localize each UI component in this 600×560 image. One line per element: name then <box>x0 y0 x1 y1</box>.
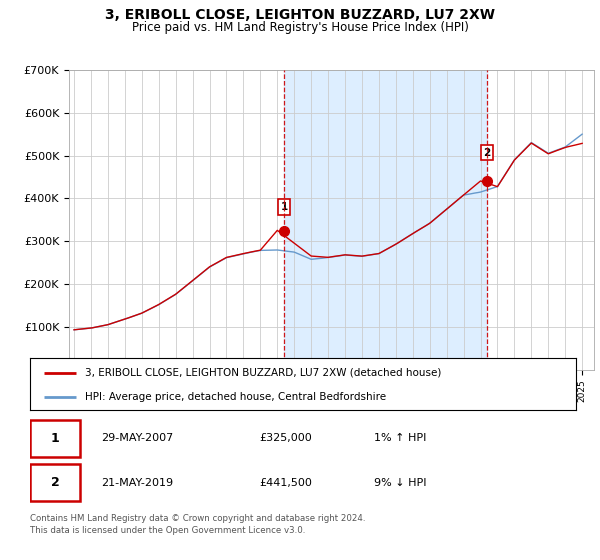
FancyBboxPatch shape <box>30 420 80 457</box>
Text: £325,000: £325,000 <box>259 433 312 444</box>
Text: Price paid vs. HM Land Registry's House Price Index (HPI): Price paid vs. HM Land Registry's House … <box>131 21 469 34</box>
FancyBboxPatch shape <box>30 464 80 501</box>
Text: Contains HM Land Registry data © Crown copyright and database right 2024.: Contains HM Land Registry data © Crown c… <box>30 514 365 523</box>
Text: This data is licensed under the Open Government Licence v3.0.: This data is licensed under the Open Gov… <box>30 526 305 535</box>
Text: £441,500: £441,500 <box>259 478 312 488</box>
Text: 2: 2 <box>51 476 59 489</box>
Text: HPI: Average price, detached house, Central Bedfordshire: HPI: Average price, detached house, Cent… <box>85 392 386 402</box>
Text: 3, ERIBOLL CLOSE, LEIGHTON BUZZARD, LU7 2XW: 3, ERIBOLL CLOSE, LEIGHTON BUZZARD, LU7 … <box>105 8 495 22</box>
Bar <box>284 70 487 370</box>
Text: 3, ERIBOLL CLOSE, LEIGHTON BUZZARD, LU7 2XW (detached house): 3, ERIBOLL CLOSE, LEIGHTON BUZZARD, LU7 … <box>85 368 441 378</box>
Text: 2: 2 <box>484 148 491 158</box>
Text: 1: 1 <box>281 202 288 212</box>
Text: 1: 1 <box>51 432 59 445</box>
Text: 9% ↓ HPI: 9% ↓ HPI <box>374 478 427 488</box>
Text: 21-MAY-2019: 21-MAY-2019 <box>101 478 173 488</box>
Text: 1% ↑ HPI: 1% ↑ HPI <box>374 433 427 444</box>
Text: 29-MAY-2007: 29-MAY-2007 <box>101 433 173 444</box>
